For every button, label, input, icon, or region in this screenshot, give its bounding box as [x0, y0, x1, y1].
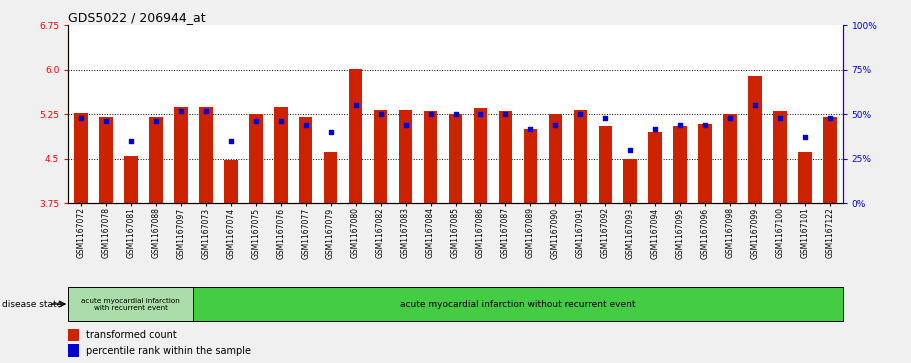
Bar — [74, 113, 87, 203]
Point — [648, 126, 662, 131]
Point — [448, 111, 463, 117]
Bar — [673, 126, 687, 203]
Text: acute myocardial infarction without recurrent event: acute myocardial infarction without recu… — [400, 299, 636, 309]
Bar — [349, 69, 363, 203]
Point — [199, 108, 213, 114]
Bar — [399, 110, 413, 203]
Point — [723, 115, 738, 121]
Bar — [623, 159, 637, 203]
Bar — [148, 117, 163, 203]
Bar — [699, 125, 712, 203]
Point — [473, 111, 487, 117]
Point — [823, 115, 837, 121]
Bar — [99, 117, 113, 203]
Point — [498, 111, 513, 117]
Point — [148, 119, 163, 125]
Point — [623, 147, 638, 153]
Bar — [299, 117, 312, 203]
Bar — [748, 76, 763, 203]
Bar — [124, 156, 138, 203]
Point — [323, 129, 338, 135]
Point — [273, 119, 288, 125]
Text: transformed count: transformed count — [86, 330, 177, 340]
Bar — [798, 152, 812, 203]
Bar — [174, 107, 188, 203]
Point — [124, 138, 138, 144]
Point — [348, 102, 363, 108]
Bar — [68, 287, 193, 321]
Bar — [498, 111, 512, 203]
Bar — [249, 114, 262, 203]
Point — [398, 122, 413, 128]
Bar — [199, 107, 212, 203]
Bar — [824, 117, 837, 203]
Point — [74, 115, 88, 121]
Point — [374, 111, 388, 117]
Point — [298, 122, 312, 128]
Bar — [323, 152, 337, 203]
Point — [773, 115, 787, 121]
Text: percentile rank within the sample: percentile rank within the sample — [86, 346, 251, 355]
Bar — [649, 132, 662, 203]
Bar — [68, 344, 79, 357]
Text: disease state: disease state — [2, 299, 62, 309]
Point — [249, 119, 263, 125]
Bar — [548, 114, 562, 203]
Bar — [224, 160, 238, 203]
Point — [424, 111, 438, 117]
Point — [98, 119, 113, 125]
Point — [748, 102, 763, 108]
Bar — [424, 111, 437, 203]
Point — [573, 111, 588, 117]
Point — [173, 108, 188, 114]
Point — [673, 122, 688, 128]
Bar — [68, 329, 79, 341]
Bar — [773, 111, 787, 203]
Point — [223, 138, 238, 144]
Bar — [474, 109, 487, 203]
Bar — [193, 287, 843, 321]
Point — [599, 115, 613, 121]
Bar — [274, 107, 288, 203]
Bar — [574, 110, 588, 203]
Bar — [723, 114, 737, 203]
Point — [798, 135, 813, 140]
Bar — [599, 126, 612, 203]
Point — [548, 122, 563, 128]
Text: acute myocardial infarction
with recurrent event: acute myocardial infarction with recurre… — [81, 298, 180, 310]
Bar — [448, 114, 463, 203]
Bar — [524, 129, 537, 203]
Point — [698, 122, 712, 128]
Text: GDS5022 / 206944_at: GDS5022 / 206944_at — [68, 11, 206, 24]
Bar — [374, 110, 387, 203]
Point — [523, 126, 537, 131]
